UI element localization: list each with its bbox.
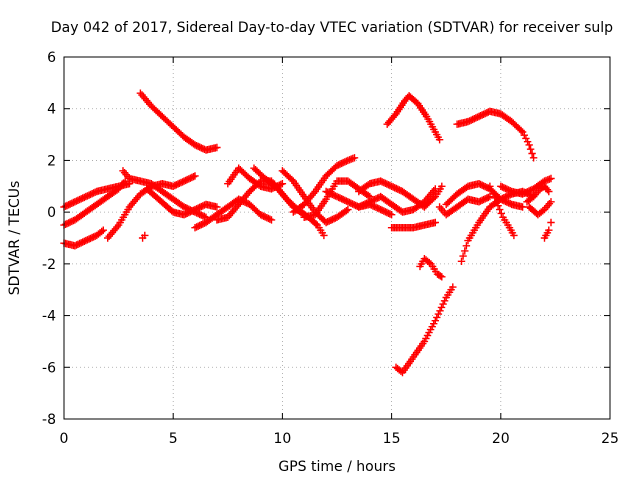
data-series-arc-29 bbox=[523, 182, 553, 206]
data-marks bbox=[300, 177, 374, 221]
data-marks bbox=[442, 180, 527, 211]
data-series-arc-8 bbox=[138, 231, 149, 242]
y-tick-label: -8 bbox=[42, 412, 56, 428]
x-tick-label: 5 bbox=[169, 431, 178, 447]
data-series-group bbox=[60, 89, 555, 377]
data-series-arc-21 bbox=[416, 255, 446, 281]
data-marks bbox=[383, 92, 444, 144]
data-marks bbox=[540, 218, 555, 242]
chart-title: Day 042 of 2017, Sidereal Day-to-day VTE… bbox=[51, 20, 613, 36]
data-series-arc-15 bbox=[300, 177, 374, 221]
data-marks bbox=[289, 154, 359, 216]
y-tick-label: -6 bbox=[42, 360, 56, 376]
y-tick-label: 4 bbox=[47, 102, 56, 118]
data-marks bbox=[138, 231, 149, 242]
data-marks bbox=[60, 226, 107, 250]
data-series-arc-19 bbox=[387, 218, 439, 232]
data-marks bbox=[355, 185, 439, 216]
data-series-arc-25 bbox=[453, 107, 538, 162]
data-marks bbox=[416, 255, 446, 281]
data-marks bbox=[387, 218, 439, 232]
data-series-arc-22 bbox=[392, 283, 457, 377]
data-series-arc-1 bbox=[60, 226, 107, 250]
data-marks bbox=[191, 195, 276, 232]
data-series-arc-20 bbox=[383, 92, 444, 144]
data-series-arc-14 bbox=[289, 154, 359, 216]
plot-frame bbox=[63, 56, 611, 420]
data-series-arc-27 bbox=[486, 182, 518, 240]
data-marks bbox=[143, 185, 221, 219]
data-marks bbox=[525, 198, 555, 219]
y-tick-label: 0 bbox=[47, 205, 56, 221]
y-tick-label: -4 bbox=[42, 309, 56, 325]
axis-ticks: 0 5 10 15 20 25 -8 -6 -4 -2 0 2 4 6 bbox=[42, 50, 619, 447]
data-marks bbox=[435, 192, 494, 219]
x-tick-label: 25 bbox=[601, 431, 619, 447]
x-tick-label: 0 bbox=[60, 431, 69, 447]
x-tick-label: 10 bbox=[273, 431, 291, 447]
data-marks bbox=[392, 283, 457, 377]
x-tick-label: 20 bbox=[492, 431, 510, 447]
data-series-arc-24 bbox=[442, 180, 527, 211]
data-series-arc-28 bbox=[497, 174, 555, 198]
x-axis-label: GPS time / hours bbox=[278, 459, 395, 475]
data-series-arc-30 bbox=[525, 198, 555, 219]
data-marks bbox=[136, 89, 221, 154]
data-series-arc-9 bbox=[191, 195, 276, 232]
data-marks bbox=[523, 182, 553, 206]
y-tick-label: 2 bbox=[47, 153, 56, 169]
y-tick-label: -2 bbox=[42, 257, 56, 273]
data-series-arc-23 bbox=[435, 192, 494, 219]
data-series-arc-17 bbox=[355, 177, 446, 211]
data-series-arc-7 bbox=[143, 185, 221, 219]
data-marks bbox=[486, 182, 518, 240]
data-series-arc-31 bbox=[540, 218, 555, 242]
y-axis-label: SDTVAR / TECUs bbox=[7, 181, 23, 296]
data-marks bbox=[355, 177, 446, 211]
data-marks bbox=[453, 107, 538, 162]
data-series-arc-18 bbox=[355, 185, 439, 216]
x-tick-label: 15 bbox=[383, 431, 401, 447]
y-tick-label: 6 bbox=[47, 50, 56, 66]
data-series-arc-6 bbox=[136, 89, 221, 154]
data-marks bbox=[497, 174, 555, 198]
